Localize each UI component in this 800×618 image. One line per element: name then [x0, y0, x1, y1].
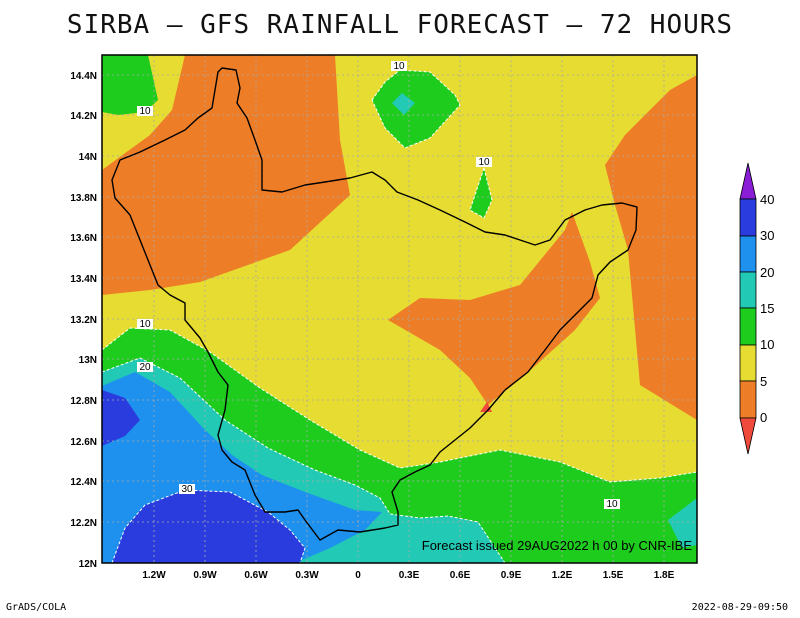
- y-tick-label: 14.2N: [70, 111, 97, 122]
- x-tick-label: 1.2E: [552, 570, 573, 581]
- colorbar-below-0: [739, 417, 757, 455]
- colorbar-label: 15: [760, 301, 774, 316]
- x-tick-label: 0.6W: [244, 570, 268, 581]
- colorbar-10-15: [739, 307, 757, 346]
- footer-software-label: GrADS/COLA: [6, 602, 67, 613]
- contour-lines: [101, 69, 698, 564]
- x-axis: 1.2W 0.9W 0.6W 0.3W 0 0.3E 0.6E 0.9E 1.2…: [142, 570, 674, 581]
- x-tick-label: 0: [355, 570, 361, 581]
- sirba-basin-boundary: [111, 67, 638, 541]
- fill-30-40-west: [102, 390, 140, 446]
- footer-timestamp: 2022-08-29-09:50: [691, 602, 788, 613]
- rainfall-fill-layer: [102, 55, 697, 563]
- colorbar-label: 30: [760, 228, 774, 243]
- y-tick-label: 13.6N: [70, 233, 97, 244]
- forecast-note: Forecast issued 29AUG2022 h 00 by CNR-IB…: [422, 538, 693, 553]
- fill-10-15-north-blob: [372, 70, 460, 148]
- y-tick-label: 13.2N: [70, 315, 97, 326]
- colorbar-label: 5: [760, 374, 767, 389]
- y-tick-label: 12.2N: [70, 518, 97, 529]
- x-tick-label: 0.6E: [450, 570, 471, 581]
- colorbar-label: 40: [760, 192, 774, 207]
- contour-label-east-10: 10: [606, 499, 618, 510]
- x-tick-label: 0.9W: [193, 570, 217, 581]
- contour-label-spike: 10: [478, 157, 490, 168]
- fill-10-15-north-spike: [470, 168, 492, 218]
- y-tick-label: 14.4N: [70, 71, 97, 82]
- fill-10-15-northwest: [102, 55, 158, 115]
- fill-15-20-southeast: [668, 498, 697, 548]
- y-tick-label: 12.6N: [70, 437, 97, 448]
- y-tick-label: 12.4N: [70, 477, 97, 488]
- colorbar-15-20: [739, 271, 757, 309]
- colorbar-label: 20: [760, 265, 774, 280]
- plot-frame: [101, 54, 698, 564]
- x-tick-label: 0.9E: [501, 570, 522, 581]
- contour-label-northwest: 10: [139, 106, 151, 117]
- x-tick-label: 0.3W: [295, 570, 319, 581]
- x-tick-label: 0.3E: [399, 570, 420, 581]
- fill-0-5-east: [605, 75, 697, 420]
- colorbar: [739, 162, 757, 455]
- colorbar-label: 0: [760, 410, 767, 425]
- colorbar-0-5: [739, 380, 757, 419]
- y-tick-label: 13.4N: [70, 274, 97, 285]
- contour-label-west-20: 20: [139, 362, 151, 373]
- y-tick-label: 13.8N: [70, 193, 97, 204]
- x-tick-label: 1.8E: [654, 570, 675, 581]
- y-tick-label: 14N: [79, 152, 97, 163]
- colorbar-label: 10: [760, 337, 774, 352]
- colorbar-30-40: [739, 198, 757, 237]
- fill-30-40-south: [112, 490, 305, 563]
- contour-label-group: 10 10 10 10 20 30 10: [137, 61, 620, 510]
- contour-label-north: 10: [393, 61, 405, 72]
- contour-label-west-10: 10: [139, 319, 151, 330]
- y-tick-label: 12.8N: [70, 396, 97, 407]
- y-tick-label: 12N: [79, 559, 97, 570]
- colorbar-5-10: [739, 344, 757, 382]
- fill-0-5-central: [388, 212, 600, 405]
- colorbar-labels: 0 5 10 15 20 30 40: [760, 192, 774, 425]
- y-axis: 12N 12.2N 12.4N 12.6N 12.8N 13N 13.2N 13…: [70, 71, 97, 570]
- colorbar-above-40: [739, 162, 757, 200]
- map-title: SIRBA – GFS RAINFALL FORECAST – 72 HOURS: [66, 10, 734, 40]
- colorbar-20-30: [739, 235, 757, 273]
- x-tick-label: 1.5E: [603, 570, 624, 581]
- x-tick-label: 1.2W: [142, 570, 166, 581]
- y-tick-label: 13N: [79, 355, 97, 366]
- fill-15-20-north-core: [392, 93, 415, 115]
- contour-label-south-30: 30: [181, 484, 193, 495]
